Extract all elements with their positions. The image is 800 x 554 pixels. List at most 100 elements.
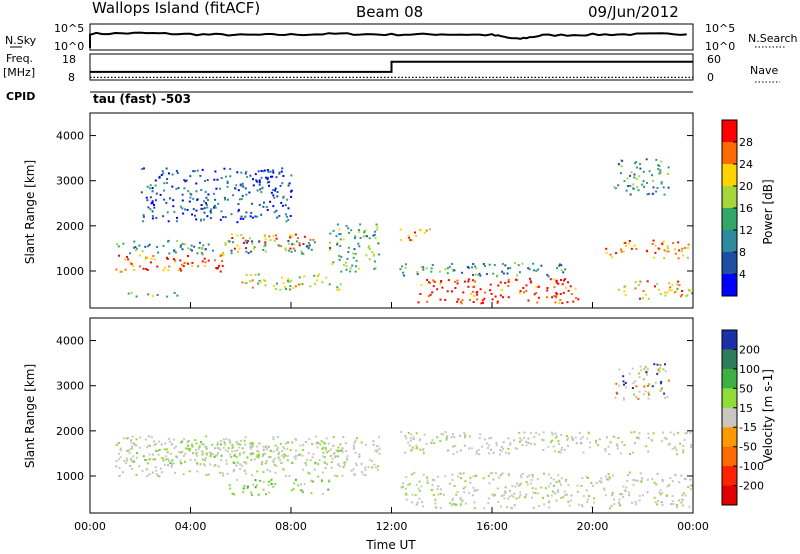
range-cell [359,223,362,226]
range-cell [256,445,259,448]
range-cell [376,468,379,471]
range-cell [269,470,272,473]
range-cell [180,269,183,272]
range-cell [294,233,297,236]
range-cell [411,449,414,451]
range-cell [497,501,500,503]
range-cell [142,220,145,223]
range-cell [502,441,505,444]
range-cell [496,300,499,303]
range-cell [216,446,219,449]
range-cell [561,302,564,305]
range-cell [509,489,511,492]
range-cell [204,248,207,251]
range-cell [656,503,659,506]
range-cell [672,242,675,245]
range-cell [123,459,126,462]
range-cell [689,478,692,481]
range-cell [154,458,157,461]
range-cell [181,242,184,245]
range-cell [526,475,529,478]
range-cell [131,435,134,438]
range-cell [274,187,277,190]
range-cell [463,280,466,283]
range-cell [222,216,225,218]
range-cell [228,484,231,487]
range-cell [260,191,263,194]
range-cell [251,445,254,448]
range-cell [185,179,188,182]
range-cell [622,398,625,401]
range-cell [258,181,261,184]
range-cell [533,442,536,445]
range-cell [158,475,161,478]
range-cell [496,487,499,490]
range-cell [532,491,535,494]
range-cell [236,478,238,481]
range-cell [219,448,222,451]
range-cell [668,484,671,487]
range-cell [317,275,319,278]
range-cell [251,474,254,477]
range-cell [518,271,521,274]
range-cell [631,387,634,389]
range-cell [568,504,571,507]
range-cell [533,269,535,272]
range-cell [156,265,159,268]
range-cell [186,208,189,211]
range-cell [330,448,332,451]
velocity-cells [115,363,693,510]
range-cell [249,250,252,253]
range-cell [310,492,313,495]
range-cell [163,189,166,192]
range-cell [630,171,633,174]
range-cell [202,453,205,456]
range-cell [150,257,153,260]
range-cell [589,441,592,444]
range-cell [613,498,615,501]
range-cell [284,442,287,445]
range-cell [475,267,478,270]
range-cell [210,452,213,455]
range-cell [206,206,209,209]
range-cell [331,263,334,266]
range-cell [213,178,216,181]
range-cell [520,439,523,441]
range-cell [304,462,307,464]
range-cell [362,473,365,476]
range-cell [335,235,338,238]
range-cell [236,221,239,224]
range-cell [567,289,570,292]
range-cell [332,436,335,439]
range-cell [489,289,491,292]
range-cell [529,280,532,283]
range-cell [287,184,290,187]
range-cell [155,192,158,195]
range-cell [144,438,147,441]
range-cell [273,457,276,460]
range-cell [639,297,641,300]
range-cell [134,443,136,446]
range-cell [342,436,345,439]
range-cell [264,241,267,244]
range-cell [690,443,693,446]
range-cell [618,498,621,501]
range-cell [195,182,198,185]
range-cell [309,479,312,482]
range-cell [179,267,182,270]
range-cell [281,182,284,185]
range-cell [345,450,348,452]
range-cell [433,280,436,283]
range-cell [415,444,418,447]
range-cell [439,506,442,509]
range-cell [224,243,227,246]
range-cell [181,248,184,251]
range-cell [533,293,536,296]
range-cell [641,297,644,300]
range-cell [159,193,162,196]
velocity-ylabel: Slant Range [km] [23,364,37,468]
range-cell [166,448,168,451]
range-cell [229,487,231,490]
range-cell [607,445,610,448]
